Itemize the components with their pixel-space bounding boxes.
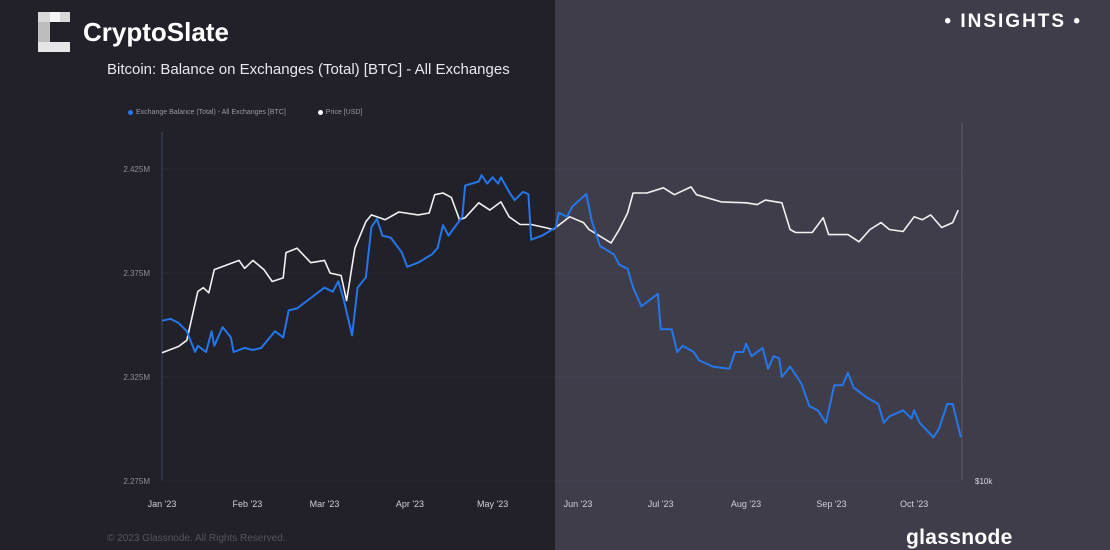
x-tick-label: Mar '23	[310, 499, 340, 509]
x-tick-label: Jul '23	[648, 499, 674, 509]
legend-dot-icon	[317, 109, 323, 115]
legend-dot-icon	[128, 109, 133, 115]
background-light	[555, 0, 1110, 550]
cryptoslate-logo-icon	[38, 12, 70, 52]
exchange-balance-line	[161, 174, 962, 439]
y-tick-label: 2.375M	[123, 269, 150, 278]
x-tick-label: Apr '23	[396, 499, 424, 509]
chart-legend: Exchange Balance (Total) - All Exchanges…	[128, 109, 362, 116]
y-right-tick-label: $10k	[975, 477, 993, 486]
y-tick-label: 2.275M	[123, 477, 150, 486]
x-tick-label: May '23	[477, 499, 508, 509]
y-tick-label: 2.425M	[123, 165, 150, 174]
legend-item-balance[interactable]: Exchange Balance (Total) - All Exchanges…	[128, 109, 286, 116]
legend-item-price[interactable]: Price [USD]	[317, 109, 363, 116]
glassnode-logo: glassnode	[906, 526, 1013, 549]
insights-badge: • INSIGHTS •	[944, 11, 1082, 32]
y-tick-label: 2.325M	[123, 373, 150, 382]
x-tick-label: Sep '23	[816, 499, 846, 509]
legend-label: Exchange Balance (Total) - All Exchanges…	[136, 109, 286, 116]
x-tick-label: Jan '23	[148, 499, 177, 509]
chart-title: Bitcoin: Balance on Exchanges (Total) [B…	[107, 61, 510, 78]
background-dark	[0, 0, 555, 550]
x-tick-label: Aug '23	[731, 499, 761, 509]
x-tick-label: Jun '23	[564, 499, 593, 509]
legend-label: Price [USD]	[325, 109, 363, 116]
copyright: © 2023 Glassnode. All Rights Reserved.	[107, 533, 286, 544]
brand-name: CryptoSlate	[83, 17, 229, 47]
x-tick-label: Feb '23	[233, 499, 263, 509]
x-tick-label: Oct '23	[900, 499, 928, 509]
price-line	[161, 186, 959, 354]
